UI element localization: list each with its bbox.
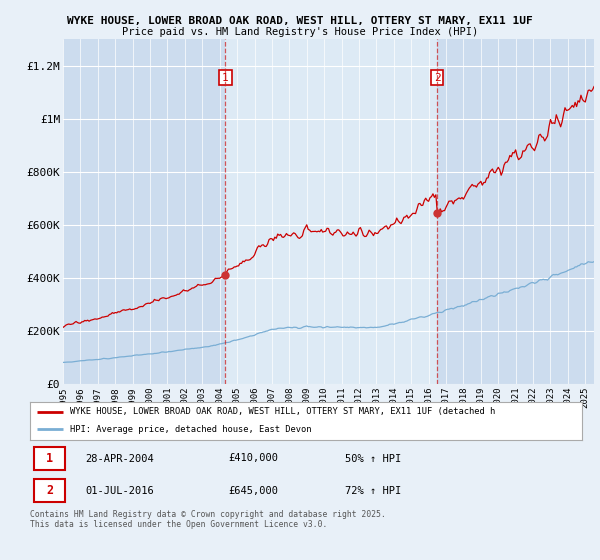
Text: 01-JUL-2016: 01-JUL-2016 [85, 486, 154, 496]
Text: 1: 1 [46, 452, 53, 465]
Text: Contains HM Land Registry data © Crown copyright and database right 2025.
This d: Contains HM Land Registry data © Crown c… [30, 510, 386, 529]
Text: HPI: Average price, detached house, East Devon: HPI: Average price, detached house, East… [70, 425, 311, 434]
Text: £645,000: £645,000 [229, 486, 279, 496]
Text: WYKE HOUSE, LOWER BROAD OAK ROAD, WEST HILL, OTTERY ST MARY, EX11 1UF (detached : WYKE HOUSE, LOWER BROAD OAK ROAD, WEST H… [70, 407, 495, 416]
Bar [226, 39, 437, 384]
Text: WYKE HOUSE, LOWER BROAD OAK ROAD, WEST HILL, OTTERY ST MARY, EX11 1UF: WYKE HOUSE, LOWER BROAD OAK ROAD, WEST H… [67, 16, 533, 26]
Text: Price paid vs. HM Land Registry's House Price Index (HPI): Price paid vs. HM Land Registry's House … [122, 27, 478, 38]
Text: 2: 2 [46, 484, 53, 497]
Text: 28-APR-2004: 28-APR-2004 [85, 454, 154, 464]
Text: 72% ↑ HPI: 72% ↑ HPI [344, 486, 401, 496]
Text: 1: 1 [222, 73, 229, 83]
FancyBboxPatch shape [34, 479, 65, 502]
Text: 50% ↑ HPI: 50% ↑ HPI [344, 454, 401, 464]
Text: 2: 2 [434, 73, 440, 83]
Text: £410,000: £410,000 [229, 454, 279, 464]
FancyBboxPatch shape [34, 447, 65, 470]
